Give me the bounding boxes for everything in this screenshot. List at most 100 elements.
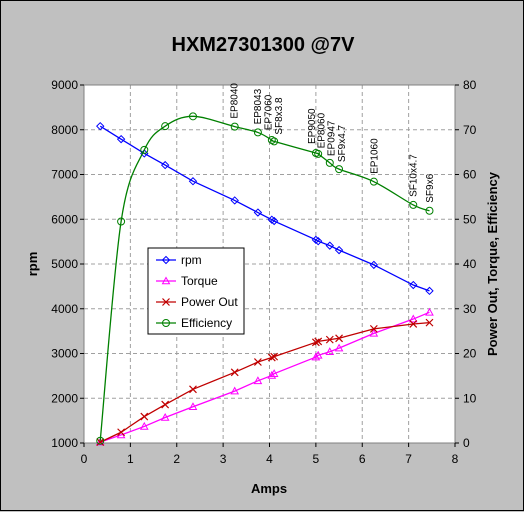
series-line xyxy=(99,125,430,292)
marker-stroke xyxy=(314,337,323,346)
y-left-tick-label: 9000 xyxy=(51,78,78,92)
y-right-tick-label: 60 xyxy=(463,168,477,182)
marker-stroke xyxy=(189,385,197,394)
data-point xyxy=(369,328,379,337)
data-point xyxy=(230,196,239,205)
data-point xyxy=(267,215,277,224)
data-point xyxy=(311,338,320,347)
y-left-tick-label: 7000 xyxy=(51,168,78,182)
legend-marker xyxy=(162,298,170,306)
data-point xyxy=(160,412,170,421)
marker-stroke xyxy=(369,324,378,333)
y-left-tick-label: 8000 xyxy=(51,123,78,137)
y-left-tick-label: 3000 xyxy=(51,347,78,361)
legend: rpm Torque Power Out Efficiency xyxy=(147,247,245,335)
data-point xyxy=(116,134,126,144)
data-point xyxy=(96,436,105,445)
x-tick-label: 2 xyxy=(173,452,180,466)
data-point xyxy=(117,428,126,437)
data-point xyxy=(311,352,321,361)
data-point xyxy=(269,216,279,226)
x-tick-label: 7 xyxy=(405,452,412,466)
annotation-label: EP8040 xyxy=(230,83,241,119)
data-point xyxy=(267,353,276,362)
legend-label: rpm xyxy=(181,253,202,267)
x-tick-label: 1 xyxy=(127,452,134,466)
data-point xyxy=(334,343,344,352)
marker-stroke xyxy=(96,438,105,447)
data-point xyxy=(369,260,379,270)
data-point xyxy=(409,320,418,328)
marker-stroke xyxy=(253,358,262,366)
data-point xyxy=(409,280,418,290)
marker-stroke xyxy=(161,400,170,409)
data-point xyxy=(313,350,323,359)
marker-stroke xyxy=(117,428,126,437)
annotation-label: EP9050 xyxy=(307,108,318,144)
data-point xyxy=(325,347,335,356)
data-point xyxy=(314,149,323,158)
data-point xyxy=(270,352,279,361)
data-point xyxy=(117,217,126,226)
marker-stroke xyxy=(325,335,334,344)
data-point xyxy=(253,376,263,385)
data-point xyxy=(335,334,343,343)
data-point xyxy=(270,137,279,146)
x-tick-label: 3 xyxy=(220,452,227,466)
y-right-tick-label: 50 xyxy=(463,212,477,226)
data-point xyxy=(425,286,434,296)
data-point xyxy=(140,412,149,421)
x-tick-label: 0 xyxy=(81,452,88,466)
marker-stroke xyxy=(270,352,279,361)
legend-label: Power Out xyxy=(181,295,238,309)
data-point xyxy=(96,438,105,447)
y-left-tick-label: 1000 xyxy=(51,436,78,450)
y-left-tick-label: 4000 xyxy=(51,302,78,316)
legend-item-torque: Torque xyxy=(156,274,218,288)
marker-stroke xyxy=(162,298,170,306)
data-point xyxy=(188,177,198,186)
chart-title: HXM27301300 @7V xyxy=(172,34,356,56)
y-axis-left-title: rpm xyxy=(25,252,40,277)
y-right-tick-label: 10 xyxy=(463,391,477,405)
y-right-tick-label: 80 xyxy=(463,78,477,92)
x-tick-label: 6 xyxy=(359,452,366,466)
y-right-tick-label: 40 xyxy=(463,257,477,271)
data-point xyxy=(425,318,434,327)
data-point xyxy=(267,370,277,379)
data-point xyxy=(230,368,239,377)
series-torque xyxy=(95,307,434,446)
y-right-tick-label: 70 xyxy=(463,123,477,137)
data-point xyxy=(425,206,434,215)
series-power-out xyxy=(96,318,434,447)
annotation-label: EP1060 xyxy=(369,138,380,174)
data-point xyxy=(253,208,263,217)
data-point xyxy=(409,200,418,209)
data-point xyxy=(230,122,239,131)
series-efficiency xyxy=(96,112,434,445)
data-point xyxy=(253,358,262,366)
series-layer xyxy=(95,112,434,447)
marker-stroke xyxy=(267,353,276,362)
data-point xyxy=(96,121,105,131)
legend-label: Efficiency xyxy=(181,316,232,330)
legend-item-efficiency: Efficiency xyxy=(156,316,232,330)
data-point xyxy=(140,145,149,154)
data-point xyxy=(425,307,434,316)
annotation-label: EP0947 xyxy=(327,120,338,156)
annotation-label: SF8x3.8 xyxy=(274,97,285,135)
marker-stroke xyxy=(409,320,418,328)
y-left-tick-label: 6000 xyxy=(51,212,78,226)
y-left-tick-label: 5000 xyxy=(51,257,78,271)
legend-label: Torque xyxy=(181,274,218,288)
marker-stroke xyxy=(311,338,320,347)
y-right-tick-label: 30 xyxy=(463,302,477,316)
annotation-label: SF9x4.7 xyxy=(337,124,348,162)
data-point xyxy=(408,314,418,323)
data-point xyxy=(335,165,344,174)
legend-marker xyxy=(161,255,171,265)
legend-marker xyxy=(161,276,171,285)
x-axis-title: Amps xyxy=(251,481,287,496)
y-right-tick-label: 0 xyxy=(463,436,470,450)
